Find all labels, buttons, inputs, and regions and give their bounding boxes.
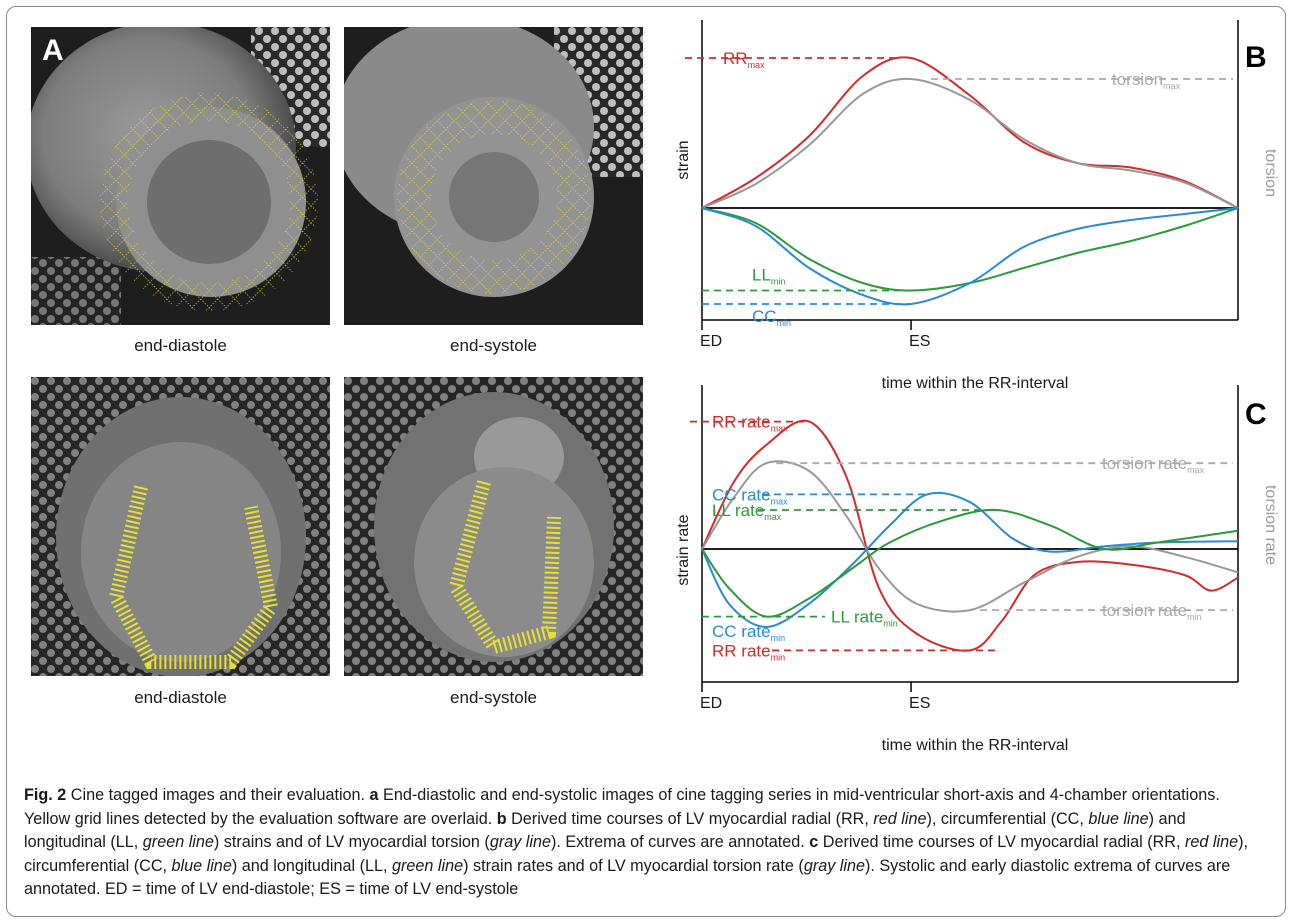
caption-b-text: Derived time courses of LV myocardial ra… [506, 809, 874, 828]
caption-red-line: red line [1185, 833, 1239, 851]
caption-title: Cine tagged images and their evaluation. [66, 786, 370, 804]
image-short-axis-end-systole [344, 27, 643, 325]
annotation-label: torsionmax [1112, 70, 1181, 91]
y-axis-label: strain [675, 140, 692, 179]
caption-blue-line: blue line [1088, 809, 1149, 828]
caption-c-text: ). Systolic and early diastolic extrema … [24, 856, 1231, 899]
annotation-label: LL ratemin [831, 608, 898, 629]
caption-4-chamber-end-systole: end-systole [450, 688, 537, 707]
series-line-cc [701, 207, 1239, 306]
caption-gray-line: gray line [803, 856, 865, 875]
y-axis-label-right: torsion rate [1262, 485, 1279, 565]
y-axis-label: strain rate [675, 514, 692, 585]
caption-4-chamber-end-diastole: end-diastole [134, 688, 227, 707]
annotation-label: torsion ratemin [1102, 601, 1202, 622]
annotation-label: torsion ratemax [1102, 454, 1205, 475]
annotation-label: RRmax [723, 49, 765, 70]
caption-a-label: a [369, 786, 379, 804]
y-axis-label-right: torsion [1262, 149, 1279, 197]
x-tick-label-ed: ED [700, 333, 722, 350]
annotation-label: RR ratemax [712, 413, 788, 434]
caption-green-line: green line [392, 856, 464, 875]
series-line-torsion-rate [701, 460, 1239, 613]
panel-a-letter: A [42, 34, 64, 67]
caption-b-text: ) strains and of LV myocardial torsion ( [213, 833, 490, 851]
caption-c-text: ) strain rates and of LV myocardial tors… [463, 856, 804, 875]
figure-caption: Fig. 2 Cine tagged images and their eval… [24, 784, 1269, 902]
annotation-label: CC ratemax [712, 485, 788, 506]
caption-b-text: ), circumferential (CC, [926, 809, 1089, 828]
caption-fig-label: Fig. 2 [24, 786, 67, 804]
series-line-rr-rate [701, 419, 1239, 652]
caption-red-line: red line [873, 809, 927, 828]
x-tick-label-es: ES [909, 333, 930, 350]
x-axis-label: time within the RR-interval [882, 375, 1069, 390]
image-4-chamber-end-systole [344, 377, 643, 676]
x-tick-label-es: ES [909, 695, 930, 712]
annotation-label: CC ratemin [712, 622, 785, 643]
figure-frame [6, 6, 1286, 917]
caption-blue-line: blue line [171, 856, 232, 875]
caption-b-text: ). Extrema of curves are annotated. [551, 833, 810, 851]
caption-b-text: ) and longitudinal (LL, [24, 809, 1186, 852]
caption-short-axis-end-systole: end-systole [450, 336, 537, 355]
caption-c-label: c [809, 833, 819, 851]
caption-c-text: ), circumferential (CC, [24, 833, 1248, 875]
caption-gray-line: gray line [489, 833, 551, 851]
caption-b-label: b [496, 809, 507, 828]
panel-c-letter: C [1245, 398, 1267, 431]
caption-short-axis-end-diastole: end-diastole [134, 336, 227, 355]
x-axis-label: time within the RR-interval [882, 737, 1069, 750]
x-tick-label-ed: ED [700, 695, 722, 712]
annotation-label: RR ratemin [712, 641, 785, 662]
chart-panel-c: ED ES time within the RR-interval strain ra… [675, 385, 1279, 750]
series-line-torsion [701, 77, 1239, 209]
image-short-axis-end-diastole [31, 27, 330, 325]
series-line-rr [701, 56, 1239, 209]
panel-b-letter: B [1245, 41, 1267, 74]
chart-panel-b: ED ES time within the RR-interval strain tor… [675, 20, 1279, 390]
caption-green-line: green line [142, 833, 214, 851]
annotation-label: CCmin [752, 307, 791, 328]
image-4-chamber-end-diastole [31, 377, 330, 676]
annotation-label: LLmin [752, 266, 785, 287]
caption-c-text: ) and longitudinal (LL, [231, 856, 393, 875]
annotation-label: LL ratemax [712, 501, 782, 522]
caption-c-text: Derived time courses of LV myocardial ra… [818, 833, 1185, 851]
series-line-cc-rate [701, 491, 1239, 629]
caption-a-text: End-diastolic and end-systolic images of… [24, 786, 1220, 828]
